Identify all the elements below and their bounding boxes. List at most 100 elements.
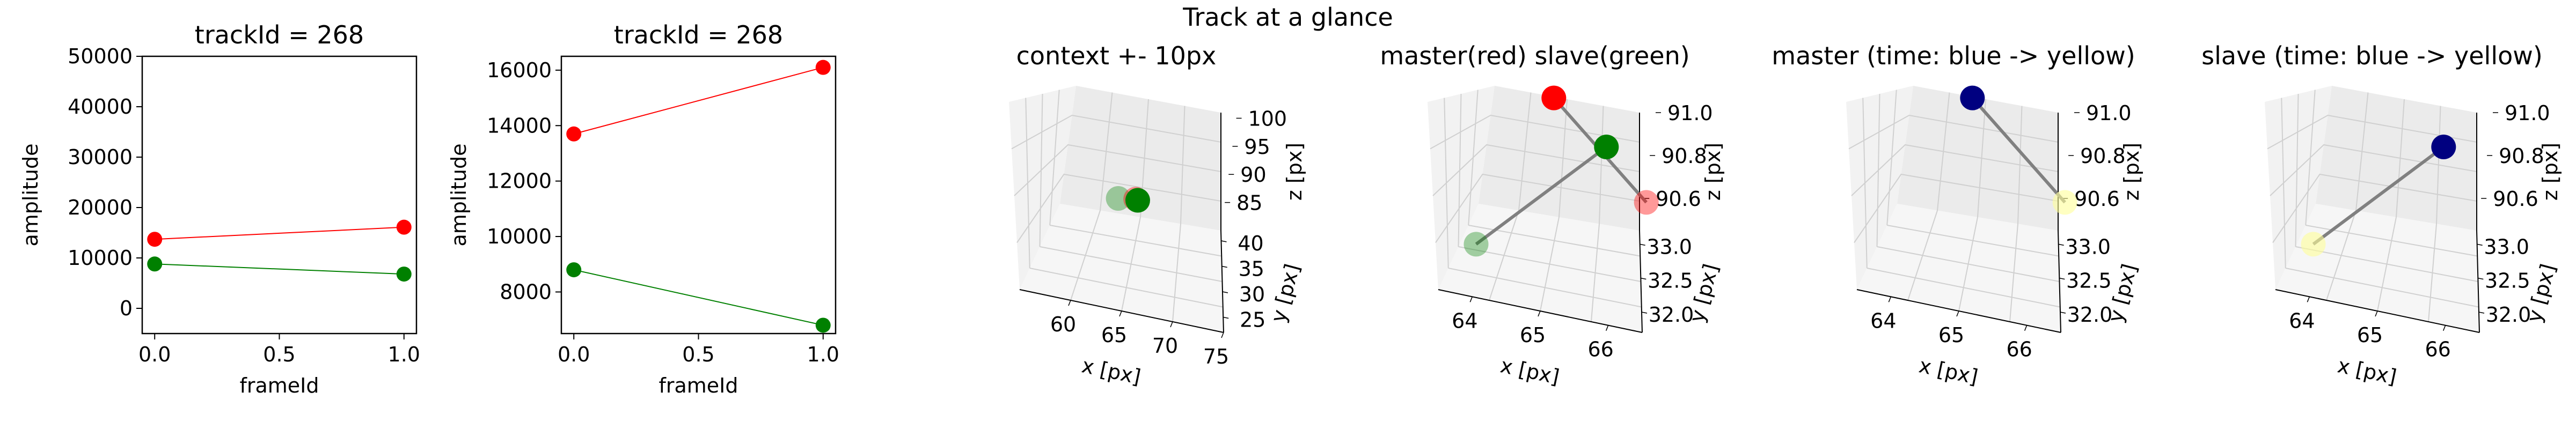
- side-pane: [2265, 86, 2332, 290]
- y-tick-mark: [1641, 277, 1646, 280]
- y-tick-mark: [1640, 243, 1645, 246]
- y-tick-label: 32.0: [2067, 303, 2113, 327]
- scatter-point: [1106, 186, 1131, 211]
- grid-line: [2009, 106, 2023, 322]
- y-tick-mark: [1221, 265, 1227, 268]
- grid-line: [1432, 144, 1640, 196]
- grid-line: [1458, 246, 1641, 282]
- z-tick-label: 91.0: [2505, 101, 2550, 125]
- x-tick-mark: [1119, 310, 1122, 317]
- y-tick-label: 12000: [487, 169, 552, 193]
- y-tick-label: 16000: [487, 58, 552, 82]
- x-tick-mark: [1605, 325, 1609, 331]
- chart-title: master(red) slave(green): [1380, 41, 1689, 70]
- scatter-point: [2052, 190, 2077, 215]
- y-tick-label: 30: [1239, 283, 1265, 306]
- chart-0: 0.0 0.5 1.0 0 10000 20000 30000 40000 50000 track…: [19, 20, 420, 397]
- scatter-point: [2301, 232, 2326, 257]
- z-tick-label: 90.8: [1662, 144, 1707, 168]
- grid-line: [1848, 114, 2059, 150]
- x-tick-label: 75: [1203, 345, 1229, 368]
- series-0-point: [566, 126, 582, 142]
- grid-line: [1907, 92, 1950, 301]
- z-axis-label: z [px]: [2120, 143, 2143, 201]
- x-tick-label: 1.0: [388, 343, 420, 366]
- x-tick-label: 64: [2289, 309, 2315, 332]
- x-tick-label: 66: [2425, 338, 2450, 361]
- x-axis-label: frameId: [239, 374, 319, 397]
- series-0-point: [815, 60, 831, 75]
- y-axis-line: [1220, 230, 1224, 333]
- x-tick-label: 0.0: [558, 343, 590, 366]
- z-tick-label: 90.8: [2499, 144, 2544, 168]
- grid-line: [1016, 173, 1221, 243]
- grid-line: [1025, 98, 1030, 269]
- y-tick-mark: [2477, 243, 2483, 246]
- series-1-line: [574, 269, 823, 326]
- series-0-line: [573, 66, 824, 135]
- y-tick-label: 33.0: [2484, 235, 2529, 258]
- track-line: [1475, 145, 1608, 246]
- z-axis-label: z [px]: [2538, 143, 2562, 201]
- z-tick-label: 90.6: [2493, 187, 2538, 211]
- y-tick-label: 30000: [68, 145, 133, 169]
- side-pane: [1009, 86, 1076, 290]
- grid-line: [1867, 268, 2060, 308]
- chart-1: 0.0 0.5 1.0 8000 10000 12000 14000 16000 trackId…: [447, 20, 839, 397]
- grid-line: [2285, 268, 2479, 308]
- scatter-point: [1960, 85, 1985, 110]
- x-tick-label: 66: [1587, 338, 1613, 361]
- side-pane: [1846, 86, 1913, 290]
- track-line: [2312, 145, 2445, 246]
- y-axis-line: [2058, 230, 2061, 333]
- plot-frame: [141, 55, 418, 335]
- grid-line: [1540, 99, 1568, 312]
- y-tick-label: 0: [120, 297, 133, 320]
- grid-line: [2295, 246, 2478, 282]
- grid-line: [1435, 173, 1640, 243]
- x-tick-label: 70: [1152, 334, 1178, 358]
- z-tick-label: 90.6: [1656, 187, 1701, 211]
- x-tick-label: 65: [2357, 323, 2383, 347]
- x-tick-mark: [2024, 325, 2028, 331]
- chart-title: trackId = 268: [195, 20, 364, 49]
- x-axis-label: x [px]: [2336, 353, 2399, 389]
- chart-title: trackId = 268: [614, 20, 783, 49]
- series-0-point: [396, 219, 412, 235]
- series-1-point: [396, 267, 412, 282]
- z-tick-label: 90: [1240, 163, 1266, 187]
- grid-line: [1430, 114, 1640, 150]
- z-tick-label: 85: [1236, 191, 1262, 215]
- grid-line: [1172, 106, 1185, 322]
- y-tick-mark: [2059, 277, 2065, 280]
- figure-suptitle: Track at a glance: [1182, 3, 1393, 32]
- z-tick-label: 90.8: [2080, 144, 2126, 168]
- grid-line: [1862, 98, 1868, 269]
- y-tick-label: 40: [1238, 232, 1263, 255]
- x-tick-label: 64: [1452, 309, 1477, 332]
- series-1-line: [155, 263, 404, 275]
- grid-line: [2267, 114, 2477, 150]
- y-tick-mark: [1641, 312, 1648, 314]
- grid-line: [1011, 114, 1221, 150]
- x-tick-label: 0.5: [682, 343, 714, 366]
- x-tick-label: 64: [1870, 309, 1896, 332]
- chart-title: context +- 10px: [1016, 41, 1217, 70]
- x-tick-mark: [2307, 297, 2310, 302]
- y-tick-mark: [2478, 277, 2484, 280]
- grid-line: [1877, 246, 2060, 282]
- grid-line: [2281, 98, 2286, 269]
- x-tick-mark: [1956, 310, 1959, 317]
- z-tick-label: 91.0: [1667, 101, 1713, 125]
- grid-line: [2270, 144, 2477, 196]
- y-tick-mark: [2058, 243, 2064, 246]
- y-axis-label: amplitude: [447, 143, 471, 246]
- y-tick-label: 33.0: [2065, 235, 2111, 258]
- grid-line: [1014, 144, 1221, 196]
- y-tick-mark: [1222, 291, 1228, 293]
- grid-line: [2377, 99, 2405, 312]
- x-tick-mark: [1170, 321, 1173, 328]
- y-tick-label: 25: [1240, 308, 1265, 332]
- grid-line: [1070, 92, 1113, 301]
